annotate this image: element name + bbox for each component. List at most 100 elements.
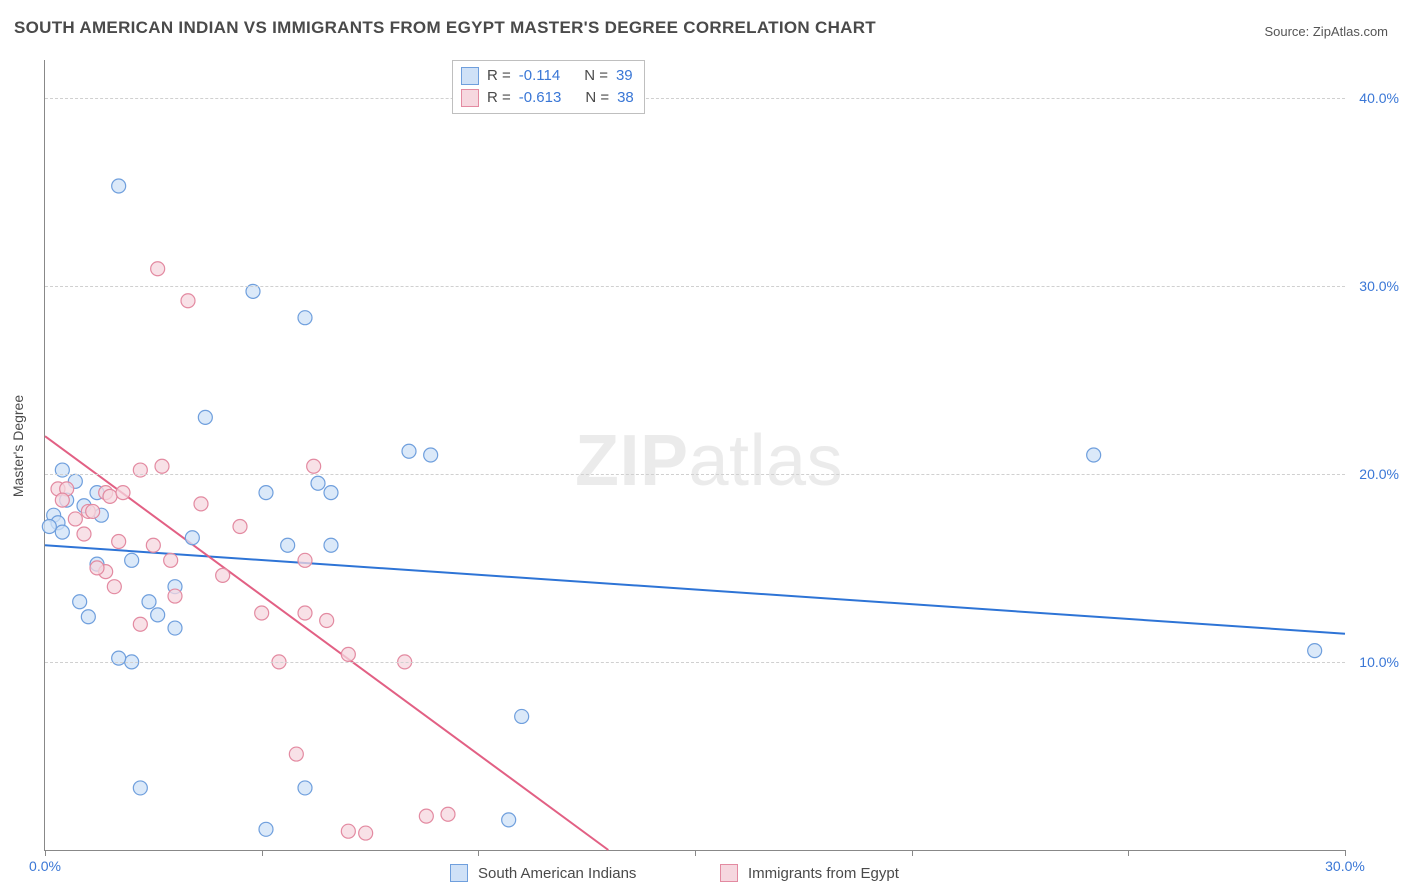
data-point-blue [81, 610, 95, 624]
data-point-pink [55, 493, 69, 507]
data-point-pink [116, 486, 130, 500]
legend-label-series2: Immigrants from Egypt [748, 865, 899, 882]
legend-swatch-series1 [450, 864, 468, 882]
data-point-pink [419, 809, 433, 823]
data-point-pink [298, 606, 312, 620]
legend-label-series1: South American Indians [478, 865, 636, 882]
gridline-h [45, 474, 1345, 475]
data-point-blue [112, 651, 126, 665]
points-layer [45, 60, 1345, 850]
stats-row-series2: R = -0.613 N = 38 [461, 87, 634, 109]
data-point-pink [133, 463, 147, 477]
y-tick-label: 30.0% [1359, 278, 1399, 294]
data-point-blue [1087, 448, 1101, 462]
data-point-blue [1308, 644, 1322, 658]
data-point-blue [142, 595, 156, 609]
legend-series2: Immigrants from Egypt [720, 864, 899, 882]
x-tick [478, 850, 479, 856]
gridline-h [45, 662, 1345, 663]
x-tick-label: 30.0% [1325, 858, 1365, 874]
stats-row-series1: R = -0.114 N = 39 [461, 65, 634, 87]
data-point-blue [515, 709, 529, 723]
data-point-pink [107, 580, 121, 594]
data-point-pink [77, 527, 91, 541]
data-point-pink [164, 553, 178, 567]
correlation-stats-box: R = -0.114 N = 39 R = -0.613 N = 38 [452, 60, 645, 114]
data-point-blue [502, 813, 516, 827]
n-value-series2: 38 [617, 87, 634, 109]
data-point-blue [185, 531, 199, 545]
r-value-series2: -0.613 [519, 87, 562, 109]
data-point-blue [73, 595, 87, 609]
data-point-pink [320, 614, 334, 628]
data-point-pink [341, 647, 355, 661]
data-point-pink [146, 538, 160, 552]
r-label: R = [487, 65, 511, 87]
data-point-blue [133, 781, 147, 795]
x-tick [45, 850, 46, 856]
data-point-blue [42, 519, 56, 533]
data-point-blue [112, 179, 126, 193]
data-point-pink [289, 747, 303, 761]
data-point-pink [194, 497, 208, 511]
data-point-pink [307, 459, 321, 473]
data-point-blue [55, 463, 69, 477]
gridline-h [45, 98, 1345, 99]
chart-title: SOUTH AMERICAN INDIAN VS IMMIGRANTS FROM… [14, 18, 876, 38]
data-point-pink [151, 262, 165, 276]
x-tick [262, 850, 263, 856]
data-point-pink [112, 535, 126, 549]
data-point-pink [298, 553, 312, 567]
data-point-blue [125, 553, 139, 567]
r-label: R = [487, 87, 511, 109]
data-point-pink [133, 617, 147, 631]
data-point-blue [55, 525, 69, 539]
data-point-blue [324, 486, 338, 500]
data-point-pink [68, 512, 82, 526]
x-tick [912, 850, 913, 856]
data-point-pink [86, 504, 100, 518]
data-point-blue [281, 538, 295, 552]
y-tick-label: 10.0% [1359, 654, 1399, 670]
y-axis-title: Master's Degree [10, 395, 26, 497]
x-tick-label: 0.0% [29, 858, 61, 874]
swatch-series1 [461, 67, 479, 85]
data-point-pink [155, 459, 169, 473]
data-point-pink [341, 824, 355, 838]
data-point-blue [298, 781, 312, 795]
legend-swatch-series2 [720, 864, 738, 882]
plot-area: ZIPatlas 10.0%20.0%30.0%40.0%0.0%30.0% [44, 60, 1345, 851]
data-point-pink [359, 826, 373, 840]
data-point-pink [103, 489, 117, 503]
x-tick [1128, 850, 1129, 856]
data-point-pink [233, 519, 247, 533]
data-point-blue [324, 538, 338, 552]
y-tick-label: 20.0% [1359, 466, 1399, 482]
x-tick [695, 850, 696, 856]
data-point-blue [298, 311, 312, 325]
swatch-series2 [461, 89, 479, 107]
data-point-blue [424, 448, 438, 462]
source-attribution: Source: ZipAtlas.com [1264, 24, 1388, 39]
data-point-pink [168, 589, 182, 603]
data-point-pink [90, 561, 104, 575]
data-point-blue [311, 476, 325, 490]
chart-container: SOUTH AMERICAN INDIAN VS IMMIGRANTS FROM… [0, 0, 1406, 892]
x-tick [1345, 850, 1346, 856]
data-point-pink [181, 294, 195, 308]
data-point-blue [259, 486, 273, 500]
n-label: N = [584, 65, 608, 87]
data-point-blue [168, 621, 182, 635]
data-point-pink [216, 568, 230, 582]
legend-series1: South American Indians [450, 864, 636, 882]
n-value-series1: 39 [616, 65, 633, 87]
data-point-pink [255, 606, 269, 620]
data-point-blue [198, 410, 212, 424]
n-label: N = [585, 87, 609, 109]
data-point-blue [151, 608, 165, 622]
data-point-blue [402, 444, 416, 458]
data-point-blue [259, 822, 273, 836]
y-tick-label: 40.0% [1359, 90, 1399, 106]
gridline-h [45, 286, 1345, 287]
r-value-series1: -0.114 [519, 65, 560, 87]
